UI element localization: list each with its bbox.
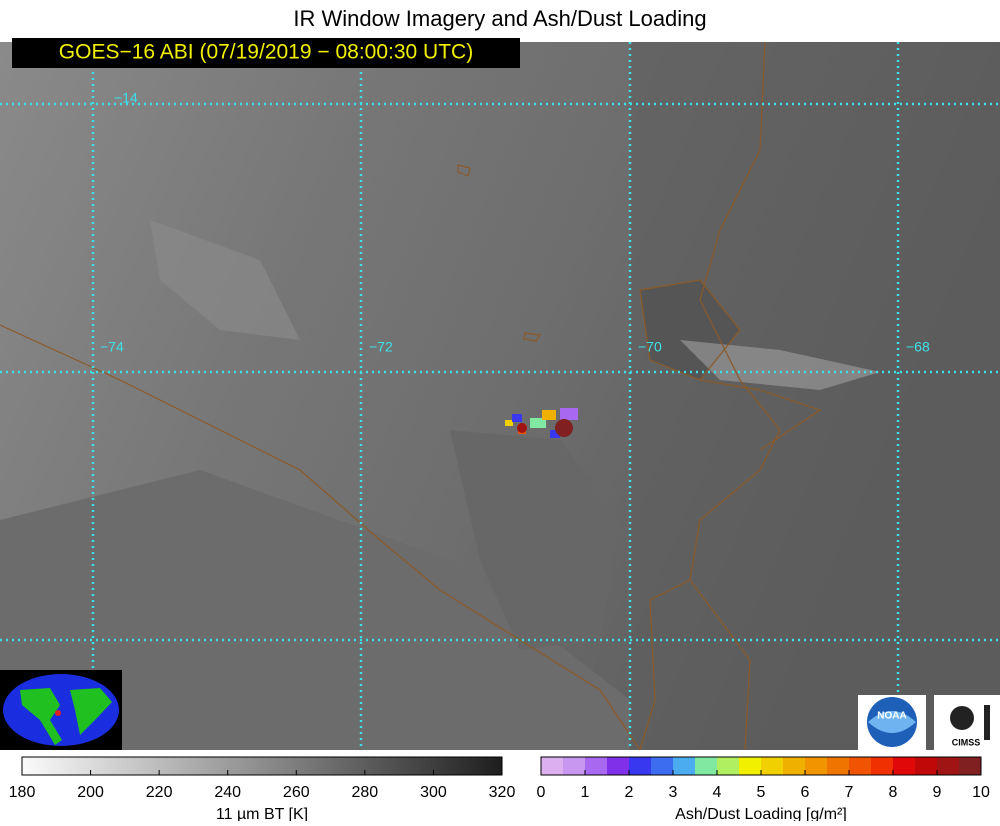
timestamp: GOES−16 ABI (07/19/2019 − 08:00:30 UTC) [59,41,473,64]
timestamp-box [12,38,520,68]
colorbar-segment [871,757,894,775]
colorbar-segment [805,757,828,775]
colorbar-tick-label: 9 [933,784,942,801]
colorbar-segment [761,757,784,775]
cimss-text: CIMSS [952,737,981,747]
colorbar-frame [21,756,503,776]
colorbar-segment [651,757,674,775]
grid-label: −70 [638,339,662,355]
grid [0,42,1000,750]
grid-label: −74 [100,339,124,355]
colorbar-tick-label: 4 [713,784,722,801]
colorbar-tick-label: 200 [77,784,104,801]
colorbar-segment [915,757,938,775]
colorbar-tick-label: 3 [669,784,678,801]
grid-label: −14 [114,90,138,106]
colorbar-tick-label: 8 [889,784,898,801]
map: −14 −74 −72 −70 −68 [0,41,1000,751]
colorbars: 180 200 220 240 260 280 300 320 11 µm BT [K] 0 1 2 3… [9,756,990,823]
colorbar-segment [783,757,806,775]
colorbar-segment [827,757,850,775]
colorbar-tick-label: 2 [625,784,634,801]
colorbar-tick-label: 180 [9,784,36,801]
colorbar-segment [629,757,652,775]
colorbar-tick-label: 220 [146,784,173,801]
colorbar-segment [937,757,960,775]
colorbar-segment [849,757,872,775]
globe [0,670,122,750]
noaa-logo: NOAA [858,695,926,750]
title: IR Window Imagery and Ash/Dust Loading [293,6,706,31]
grid-label: −72 [369,339,393,355]
colorbar-segment [695,757,718,775]
ash-plume [505,408,578,438]
colorbar-segment [585,757,608,775]
noaa-text: NOAA [877,711,906,722]
colorbar-segment [563,757,586,775]
colorbar-segment [893,757,916,775]
colorbar-tick-label: 240 [214,784,241,801]
grid-label: −68 [906,339,930,355]
colorbar-segment [607,757,630,775]
colorbar-tick-label: 300 [420,784,447,801]
colorbar-tick-label: 1 [581,784,590,801]
colorbar-tick-label: 5 [757,784,766,801]
colorbar-label: Ash/Dust Loading [g/m²] [675,806,847,821]
colorbar-label: 11 µm BT [K] [216,806,308,821]
colorbar-segment [959,757,982,775]
cimss-logo: CIMSS [934,695,1000,750]
colorbar-tick-label: 6 [801,784,810,801]
colorbar-segment [673,757,696,775]
colorbar-tick-label: 280 [352,784,379,801]
colorbar-tick-label: 7 [845,784,854,801]
colorbar-tick-label: 320 [489,784,516,801]
colorbar-segment [739,757,762,775]
colorbar-tick-label: 260 [283,784,310,801]
colorbar-segment [541,757,564,775]
colorbar [22,757,502,775]
colorbar-tick-label: 0 [537,784,546,801]
colorbar-tick-label: 10 [972,784,990,801]
colorbar-segment [717,757,740,775]
